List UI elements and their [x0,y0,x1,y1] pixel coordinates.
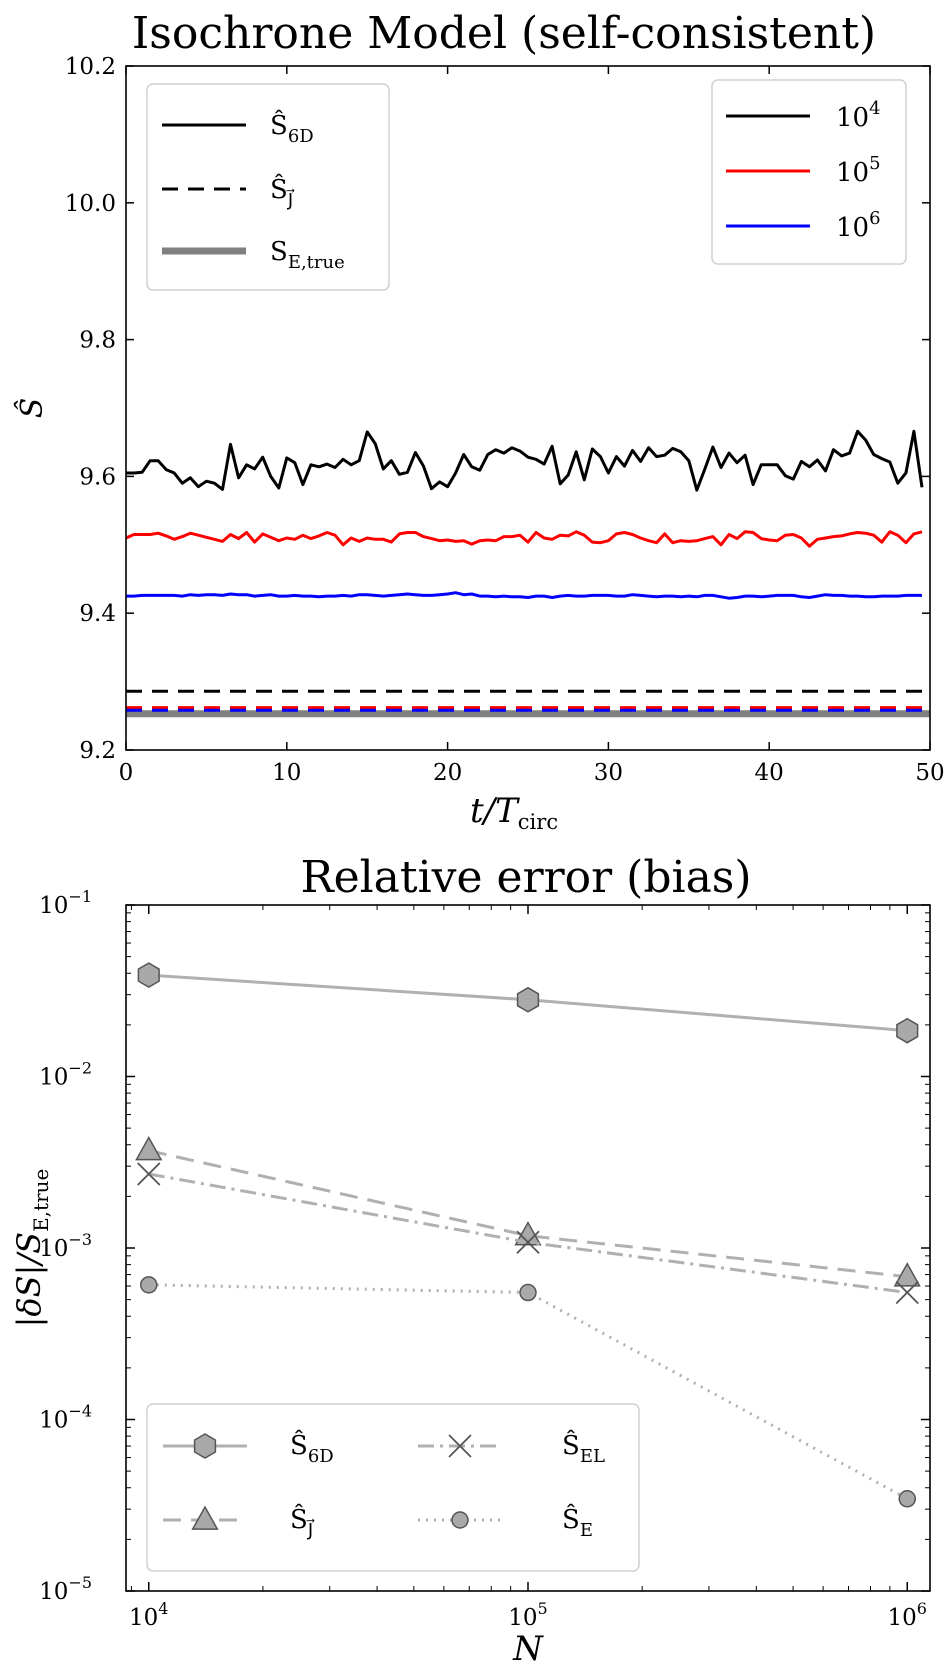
bias-marker-triangle [893,1262,921,1287]
y-tick-label: 9.8 [79,328,116,354]
x-tick-label: 0 [119,760,134,786]
x-tick-label: 104 [129,1599,168,1631]
series-line-0 [126,429,924,492]
bias-series-line-1 [148,1149,908,1279]
bias-y-label: |δS|/SE,true [10,1169,53,1328]
x-tick-label: 20 [433,760,462,786]
y-tick-label: 10.2 [65,54,116,80]
legend-1e5-label: 105 [836,153,881,188]
bias-legend-marker-triangle [191,1505,219,1530]
bias-marker-x [895,1280,919,1305]
x-tick-label: 50 [915,760,944,786]
isochrone-plot-area [125,429,930,718]
bias-marker-x [137,1162,161,1186]
x-tick-label: 40 [755,760,784,786]
bias-marker-triangle [135,1136,163,1161]
y-tick-label: 10−3 [39,1230,92,1262]
isochrone-style-legend: Ŝ6D ŜJ⃗ SE,true [146,83,390,291]
bias-marker-x [516,1230,540,1254]
bias-marker-circle [898,1490,916,1508]
bias-plot-area [135,962,921,1508]
bias-marker-circle [140,1276,158,1294]
bias-marker-hexagon [137,962,160,988]
style-legend-frame [146,83,390,291]
bias-title: Relative error (bias) [300,852,751,903]
legend-1e6-label: 106 [836,208,881,243]
bias-marker-hexagon [896,1017,919,1044]
bias-legend-sel-label: ŜEL [562,1429,605,1467]
y-tick-label: 10−2 [39,1059,92,1091]
x-tick-label: 30 [594,760,623,786]
y-tick-label: 10−5 [39,1573,92,1605]
isochrone-axes-frame [125,65,931,751]
y-tick-label: 9.2 [79,738,116,764]
series-line-1 [125,530,923,548]
bias-legend-frame [146,1403,640,1572]
bias-legend-sj-label: ŜJ⃗ [290,1503,315,1541]
legend-1e4-label: 104 [836,98,881,133]
y-tick-label: 10.0 [65,191,116,217]
bias-legend: Ŝ6D ŜJ⃗ ŜEL ŜE [146,1403,640,1572]
bias-ticks: 104 105 106 10−5 10−4 10−3 10−2 10−1 [39,887,930,1631]
x-tick-label: 105 [508,1599,547,1631]
bias-marker-triangle [514,1221,542,1246]
legend-sj-label: ŜJ⃗ [270,173,295,211]
bias-legend-marker-circle [451,1511,469,1529]
bias-legend-marker-hexagon [193,1433,217,1459]
legend-strue-label: SE,true [270,237,345,273]
isochrone-x-label: t/Tcirc [470,791,558,834]
y-tick-label: 10−4 [39,1402,92,1434]
bias-legend-s6d-label: Ŝ6D [290,1429,334,1467]
y-tick-label: 9.6 [79,464,116,490]
y-tick-label: 10−1 [39,887,92,919]
bias-x-label: N [512,1629,544,1668]
bias-legend-se-label: ŜE [562,1503,593,1541]
isochrone-ticks: 0 10 20 30 40 50 9.2 9.4 9.6 9.8 10.0 10.2 [65,54,945,786]
bias-marker-hexagon [516,986,540,1013]
bias-marker-circle [519,1283,537,1302]
y-tick-label: 9.4 [79,601,116,627]
legend-s6d-label: Ŝ6D [270,109,314,147]
x-tick-label: 10 [272,760,301,786]
bias-legend-marker-x [448,1434,472,1458]
isochrone-panel: Isochrone Model (self-consistent) 0 10 20 3… [14,8,945,834]
series-line-2 [126,591,922,600]
x-tick-label: 106 [888,1599,927,1631]
isochrone-color-legend: 104 105 106 [711,79,907,265]
isochrone-y-label: Ŝ [14,398,50,419]
bias-panel: Relative error (bias) 104 105 10610−510−41… [10,852,931,1668]
isochrone-title: Isochrone Model (self-consistent) [132,8,876,59]
